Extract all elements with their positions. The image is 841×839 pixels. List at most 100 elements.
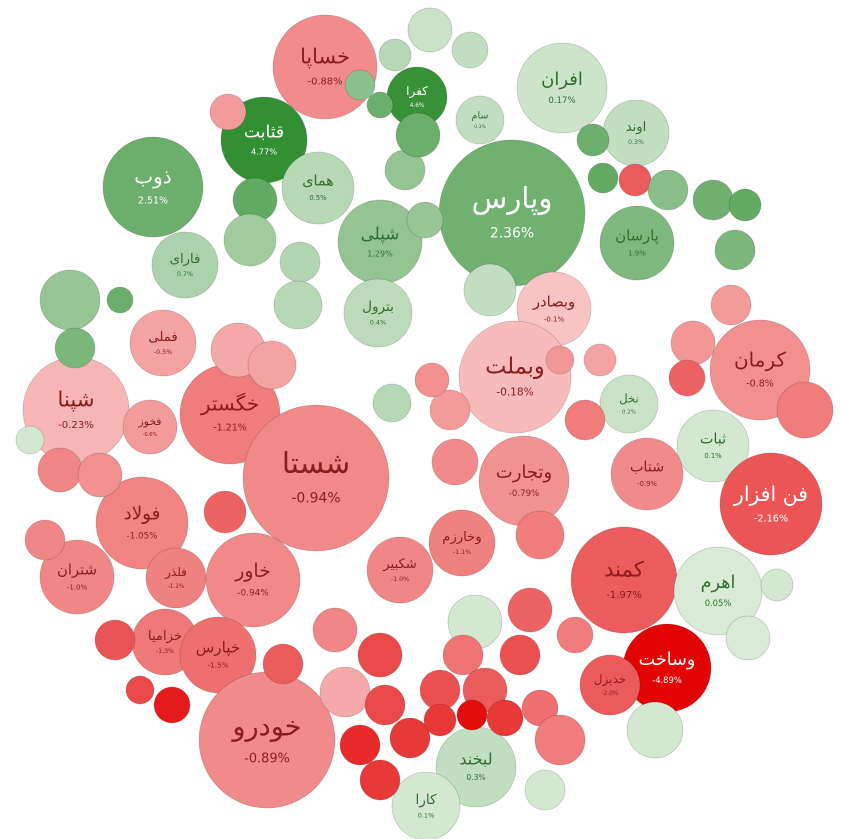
bubble-label: همای xyxy=(302,174,334,190)
bubble-label: شپلی xyxy=(361,223,400,244)
bubble-value-label: 0.3% xyxy=(474,124,486,130)
bubble xyxy=(372,383,412,423)
bubble-value-label: 0.1% xyxy=(418,812,435,820)
bubble xyxy=(499,634,541,676)
bubble-label: وتجارت xyxy=(496,462,552,483)
bubble-value-label: -1.1% xyxy=(453,549,471,556)
bubble xyxy=(407,7,453,53)
bubble-value-label: 0.7% xyxy=(177,271,193,278)
bubble xyxy=(312,607,358,653)
bubble xyxy=(37,447,83,493)
bubble xyxy=(209,93,247,131)
bubble xyxy=(54,327,96,369)
bubble-label: وبملت xyxy=(485,353,544,379)
bubble-value-label: 1.29% xyxy=(367,249,393,258)
bubble-label: وساخت xyxy=(639,650,696,670)
bubble xyxy=(95,476,189,570)
bubble-label: لبخند xyxy=(459,749,492,768)
bubble xyxy=(39,269,101,331)
bubble-label: کرمان xyxy=(734,348,787,372)
bubble xyxy=(776,381,834,439)
bubble-label: خپارس xyxy=(196,639,240,658)
bubble-value-label: -0.9% xyxy=(637,480,657,488)
bubble-label: قثابت xyxy=(244,122,284,142)
bubble xyxy=(406,201,444,239)
bubble-label: بترول xyxy=(362,299,394,315)
bubble-label: شستا xyxy=(282,446,350,480)
bubble xyxy=(389,717,431,759)
bubble xyxy=(262,643,304,685)
bubble xyxy=(710,284,752,326)
bubble-label: وپارس xyxy=(472,181,553,216)
bubble xyxy=(344,69,376,101)
bubble xyxy=(423,703,457,737)
bubble xyxy=(451,31,489,69)
bubble-label: خزامیا xyxy=(148,629,182,644)
bubble xyxy=(414,362,450,398)
bubble xyxy=(524,769,566,811)
bubble-label: فولاد xyxy=(124,504,161,525)
bubble-value-label: -1.0% xyxy=(391,576,409,583)
bubble-label: خاور xyxy=(234,561,270,582)
bubble xyxy=(205,532,301,628)
bubble xyxy=(626,701,684,759)
bubble-value-label: 0.3% xyxy=(466,773,485,782)
bubble-value-label: 0.2% xyxy=(622,410,636,416)
bubble xyxy=(599,374,659,434)
bubble-label: کمند xyxy=(604,556,645,581)
bubble xyxy=(102,136,204,238)
bubble xyxy=(429,389,471,431)
bubble xyxy=(714,229,756,271)
bubble-value-label: -2.0% xyxy=(602,691,619,697)
bubble xyxy=(223,213,277,267)
bubble xyxy=(442,634,484,676)
bubble xyxy=(378,38,412,72)
bubble xyxy=(281,151,355,225)
bubble xyxy=(692,179,734,221)
bubble xyxy=(579,654,641,716)
bubble-label: فن افزار xyxy=(733,482,808,506)
bubble-value-label: -0.5% xyxy=(154,349,172,356)
bubble xyxy=(279,241,321,283)
bubble-value-label: -0.89% xyxy=(244,752,290,767)
bubble-value-label: -0.94% xyxy=(291,490,340,506)
bubble xyxy=(203,490,247,534)
bubble-value-label: -1.0% xyxy=(67,583,88,591)
bubble xyxy=(564,399,606,441)
bubble xyxy=(145,547,207,609)
bubble-value-label: 2.36% xyxy=(490,225,534,241)
bubble-label: افران xyxy=(541,69,583,90)
bubble-label: اوند xyxy=(626,120,647,135)
bubble-value-label: -0.1% xyxy=(544,315,565,323)
bubble xyxy=(129,309,197,377)
bubble xyxy=(151,231,219,299)
bubble xyxy=(583,343,617,377)
bubble-value-label: -0.18% xyxy=(496,387,533,399)
bubble-value-label: -1.05% xyxy=(127,531,158,541)
bubble-value-label: 0.17% xyxy=(548,96,575,106)
bubble-value-label: -1.21% xyxy=(213,423,247,434)
bubble xyxy=(618,163,652,197)
bubble-label: شتاب xyxy=(630,460,664,476)
bubble-value-label: 0.1% xyxy=(704,452,722,460)
bubble xyxy=(153,686,191,724)
bubble-label: وبصادر xyxy=(532,293,575,310)
bubble xyxy=(357,632,403,678)
bubble xyxy=(515,510,565,560)
bubble xyxy=(545,345,575,375)
bubble-value-label: -0.23% xyxy=(58,420,94,431)
bubble-value-label: -0.6% xyxy=(143,432,158,438)
bubble xyxy=(364,684,406,726)
bubble xyxy=(455,95,505,145)
bubble xyxy=(456,699,488,731)
bubble xyxy=(670,320,716,366)
bubble-value-label: -1.1% xyxy=(168,584,185,590)
bubble-label: خدیزل xyxy=(594,672,626,687)
bubble xyxy=(273,280,323,330)
bubble xyxy=(725,615,771,661)
bubble xyxy=(516,42,608,134)
bubble-value-label: -0.79% xyxy=(509,489,539,499)
bubble xyxy=(587,162,619,194)
bubble-value-label: 0.5% xyxy=(309,194,327,202)
